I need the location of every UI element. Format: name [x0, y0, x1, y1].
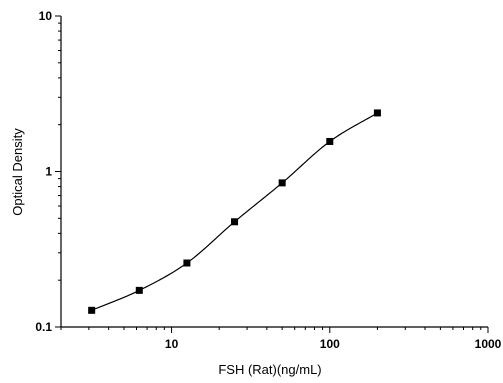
y-axis-label: Optical Density [10, 128, 25, 216]
data-points [88, 109, 381, 314]
x-tick-label: 100 [320, 337, 340, 351]
y-tick-label: 0.1 [35, 320, 52, 334]
data-point [373, 109, 381, 117]
data-point [326, 137, 334, 145]
data-point [231, 218, 239, 226]
data-point [88, 306, 96, 314]
x-axis-label: FSH (Rat)(ng/mL) [218, 362, 321, 377]
data-point [135, 286, 143, 294]
fit-curve [91, 112, 378, 311]
y-tick-label: 1 [45, 165, 52, 179]
x-tick-label: 10 [165, 337, 179, 351]
y-tick-label: 10 [39, 9, 53, 23]
data-point [183, 259, 191, 267]
data-point [278, 179, 286, 187]
axes [60, 16, 488, 328]
ticks: 0.1 1 10 10 100 1000 [35, 9, 501, 351]
x-tick-label: 1000 [475, 337, 502, 351]
